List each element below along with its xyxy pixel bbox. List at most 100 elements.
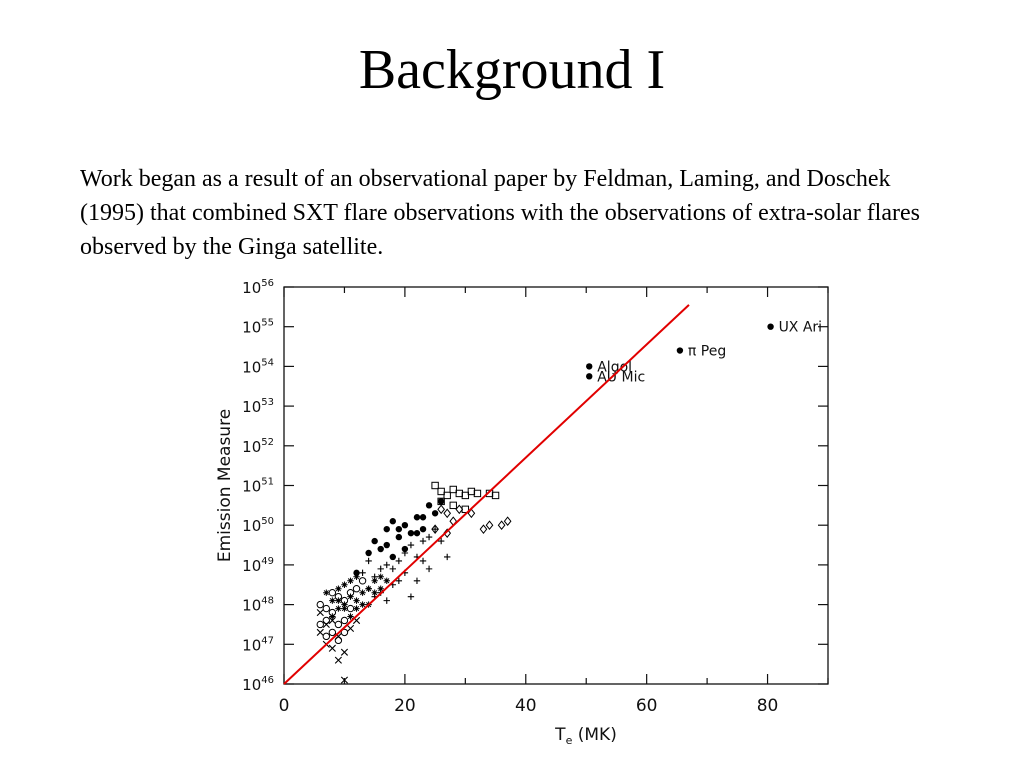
plot-frame	[283, 286, 829, 685]
data-point-open-square	[455, 489, 463, 498]
data-point-open-square	[449, 501, 457, 510]
x-tick-label: 0	[279, 696, 290, 716]
data-point-asterisk	[329, 597, 336, 604]
data-point-filled-circle	[425, 502, 433, 509]
data-point-plus	[383, 561, 390, 569]
data-point-asterisk	[347, 577, 354, 584]
data-point-cross	[328, 644, 336, 652]
data-point-cross	[340, 676, 349, 684]
data-point-plus	[383, 597, 390, 604]
data-point-open-diamond	[503, 516, 512, 527]
data-point-asterisk	[353, 605, 360, 612]
y-tick-label: 1054	[242, 357, 274, 376]
y-tick-label: 1056	[242, 278, 274, 297]
slide-title: Background I	[358, 39, 666, 101]
y-tick-label: 1053	[242, 397, 274, 416]
y-tick-label: 1048	[242, 596, 274, 615]
data-point-plus	[431, 525, 439, 533]
data-point-filled-circle	[419, 525, 427, 533]
data-point-open-diamond	[479, 524, 488, 534]
data-point-open-circle	[316, 620, 324, 629]
data-point-plus	[419, 557, 427, 565]
y-tick-label: 1050	[242, 516, 274, 535]
data-point-filled-circle	[419, 514, 427, 521]
data-point-plus	[359, 569, 366, 577]
x-tick-label: 60	[636, 696, 658, 716]
data-point-plus	[407, 593, 415, 600]
x-tick-label: 20	[394, 696, 416, 716]
data-point-plus	[395, 577, 403, 584]
data-point-open-circle	[352, 585, 361, 593]
data-point-asterisk	[347, 613, 354, 620]
data-point-asterisk	[377, 585, 384, 592]
data-point-open-square	[461, 491, 470, 500]
data-point-filled-circle	[371, 537, 378, 545]
data-point-open-square	[443, 491, 451, 500]
data-point-cross	[316, 628, 324, 636]
data-point-filled-circle	[389, 553, 396, 561]
data-point-filled-circle	[395, 525, 403, 533]
data-point-cross	[316, 608, 324, 617]
star-point	[586, 363, 593, 370]
data-point-filled-circle	[437, 498, 445, 505]
data-point-open-square	[467, 487, 476, 496]
data-point-cross	[340, 648, 349, 656]
data-point-open-square	[449, 485, 457, 494]
chart-svg: 1056 1055 1054 1053 1052 1051 1050 1049 1048 1047…	[215, 278, 829, 747]
data-point-open-circle	[340, 628, 349, 637]
data-point-filled-circle	[431, 510, 439, 517]
x-tick-labels: 0 20 40 60 80	[279, 696, 779, 716]
data-point-open-circle	[334, 620, 343, 629]
star-label: Algol	[597, 359, 632, 375]
data-point-open-diamond	[437, 504, 445, 515]
data-point-asterisk	[329, 613, 336, 620]
data-point-plus	[407, 541, 415, 549]
y-tick-label: 1049	[242, 556, 274, 575]
emission-measure-chart: 1056 1055 1054 1053 1052 1051 1050 1049 1048 1047…	[208, 272, 848, 762]
data-point-asterisk	[341, 605, 348, 612]
data-point-cross	[334, 656, 342, 664]
data-point-open-diamond	[443, 528, 452, 538]
data-point-asterisk	[353, 573, 360, 581]
data-point-asterisk	[335, 597, 342, 604]
data-point-asterisk	[335, 585, 342, 592]
data-point-cross	[322, 620, 330, 629]
star-point	[676, 347, 684, 354]
data-point-cross	[346, 624, 355, 633]
data-point-filled-circle	[365, 549, 372, 557]
data-point-open-diamond	[467, 508, 476, 519]
data-point-open-circle	[328, 588, 337, 597]
data-point-open-circle	[322, 604, 331, 613]
data-point-filled-circle	[413, 529, 421, 537]
data-point-plus	[377, 565, 384, 573]
data-point-open-circle	[340, 616, 349, 625]
y-tick-label: 1052	[242, 437, 274, 456]
data-point-plus	[437, 537, 445, 545]
data-point-asterisk	[323, 589, 330, 596]
slide-body-text: Work began as a result of an observation…	[80, 166, 920, 260]
data-point-open-square	[437, 487, 445, 496]
data-point-filled-circle	[377, 545, 384, 553]
data-point-asterisk	[341, 581, 348, 588]
x-tick-label: 80	[757, 696, 779, 716]
data-point-open-square	[491, 491, 500, 500]
data-point-asterisk	[371, 577, 378, 584]
data-point-asterisk	[341, 601, 348, 608]
x-tick-label: 40	[515, 696, 537, 716]
data-point-plus	[444, 553, 451, 561]
star-point	[586, 373, 593, 380]
data-point-open-circle	[328, 628, 337, 637]
data-point-open-circle	[346, 604, 355, 613]
data-point-plus	[425, 565, 433, 573]
data-point-asterisk	[365, 585, 372, 592]
data-point-asterisk	[359, 589, 366, 596]
data-point-open-diamond	[455, 504, 464, 515]
data-point-open-diamond	[443, 508, 452, 519]
data-point-filled-circle	[407, 529, 415, 537]
data-point-plus	[389, 565, 396, 573]
y-tick-label: 1051	[242, 477, 274, 496]
data-point-open-square	[431, 481, 439, 490]
data-point-plus	[413, 577, 421, 584]
fit-line	[283, 304, 690, 685]
